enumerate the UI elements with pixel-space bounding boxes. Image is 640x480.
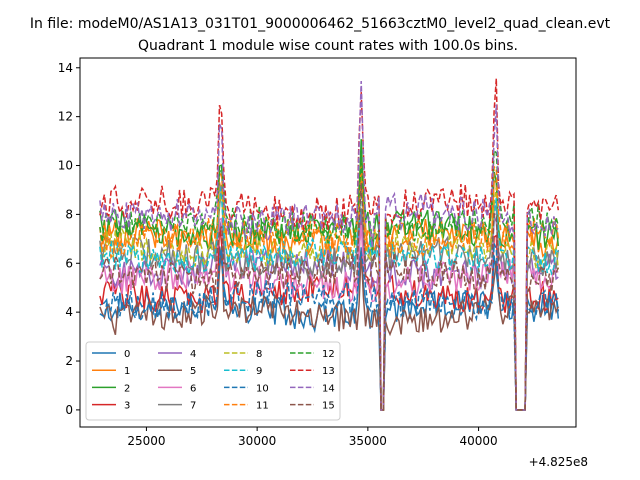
series-layer <box>99 78 560 411</box>
series-line-10 <box>99 243 560 411</box>
y-tick-label: 6 <box>65 256 73 270</box>
series-line-6 <box>99 205 559 411</box>
legend-label-12: 12 <box>322 349 335 360</box>
legend-label-13: 13 <box>322 366 335 377</box>
y-tick-label: 2 <box>65 354 73 368</box>
y-tick-label: 10 <box>58 159 73 173</box>
legend-label-15: 15 <box>322 401 335 412</box>
x-axis: 25000 30000 35000 40000 <box>127 427 498 448</box>
figure-suptitle: In file: modeM0/AS1A13_031T01_9000006462… <box>30 16 611 32</box>
legend-label-8: 8 <box>256 349 262 360</box>
legend-label-6: 6 <box>190 383 196 394</box>
legend-label-7: 7 <box>190 401 196 412</box>
legend-box <box>85 341 341 421</box>
y-tick-label: 4 <box>65 305 73 319</box>
x-tick-label: 25000 <box>127 434 165 448</box>
legend-label-3: 3 <box>124 401 130 412</box>
series-line-0 <box>99 246 560 411</box>
legend-label-9: 9 <box>256 366 262 377</box>
series-line-14 <box>99 80 559 411</box>
y-tick-label: 12 <box>58 110 73 124</box>
chart-title: Quadrant 1 module wise count rates with … <box>138 38 518 54</box>
legend-label-2: 2 <box>124 383 130 394</box>
x-tick-label: 35000 <box>349 434 387 448</box>
legend-label-5: 5 <box>190 366 196 377</box>
x-tick-label: 30000 <box>238 434 276 448</box>
legend-label-4: 4 <box>190 349 196 360</box>
legend-label-10: 10 <box>256 383 269 394</box>
plot-frame <box>79 57 577 428</box>
series-line-11 <box>99 162 560 411</box>
legend-label-0: 0 <box>124 349 130 360</box>
legend-label-14: 14 <box>322 383 335 394</box>
y-tick-label: 8 <box>65 207 73 221</box>
legend-label-11: 11 <box>256 401 269 412</box>
x-axis-offset-label: +4.825e8 <box>529 455 588 469</box>
legend-label-1: 1 <box>124 366 130 377</box>
y-axis: 0 2 4 6 8 10 12 14 <box>58 61 80 417</box>
series-line-15 <box>99 182 560 411</box>
x-tick-label: 40000 <box>459 434 497 448</box>
y-tick-label: 0 <box>65 403 73 417</box>
y-tick-label: 14 <box>58 61 73 75</box>
